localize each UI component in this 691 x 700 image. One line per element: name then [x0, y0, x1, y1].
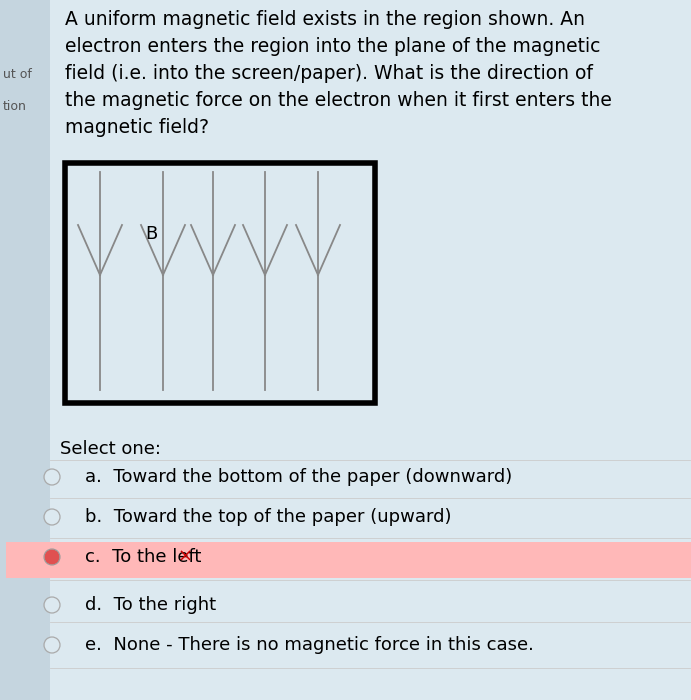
Text: b.  Toward the top of the paper (upward): b. Toward the top of the paper (upward) — [85, 508, 451, 526]
Text: ×: × — [177, 548, 192, 566]
Bar — [65, 163, 375, 403]
Circle shape — [45, 598, 59, 612]
Bar — [6, 542, 691, 578]
Text: Select one:: Select one: — [60, 440, 161, 458]
Text: electron enters the region into the plane of the magnetic: electron enters the region into the plan… — [65, 37, 600, 56]
Text: a.  Toward the bottom of the paper (downward): a. Toward the bottom of the paper (downw… — [85, 468, 512, 486]
Circle shape — [45, 510, 59, 524]
Text: B: B — [145, 225, 158, 243]
Text: ut of: ut of — [3, 68, 32, 81]
Text: c.  To the left: c. To the left — [85, 548, 201, 566]
Text: A uniform magnetic field exists in the region shown. An: A uniform magnetic field exists in the r… — [65, 10, 585, 29]
Text: magnetic field?: magnetic field? — [65, 118, 209, 137]
Text: e.  None - There is no magnetic force in this case.: e. None - There is no magnetic force in … — [85, 636, 534, 654]
Circle shape — [45, 550, 59, 564]
Text: the magnetic force on the electron when it first enters the: the magnetic force on the electron when … — [65, 91, 612, 110]
Bar — [0, 0, 50, 700]
Text: tion: tion — [3, 100, 27, 113]
Text: d.  To the right: d. To the right — [85, 596, 216, 614]
Text: field (i.e. into the screen/paper). What is the direction of: field (i.e. into the screen/paper). What… — [65, 64, 593, 83]
Circle shape — [45, 638, 59, 652]
Circle shape — [45, 470, 59, 484]
